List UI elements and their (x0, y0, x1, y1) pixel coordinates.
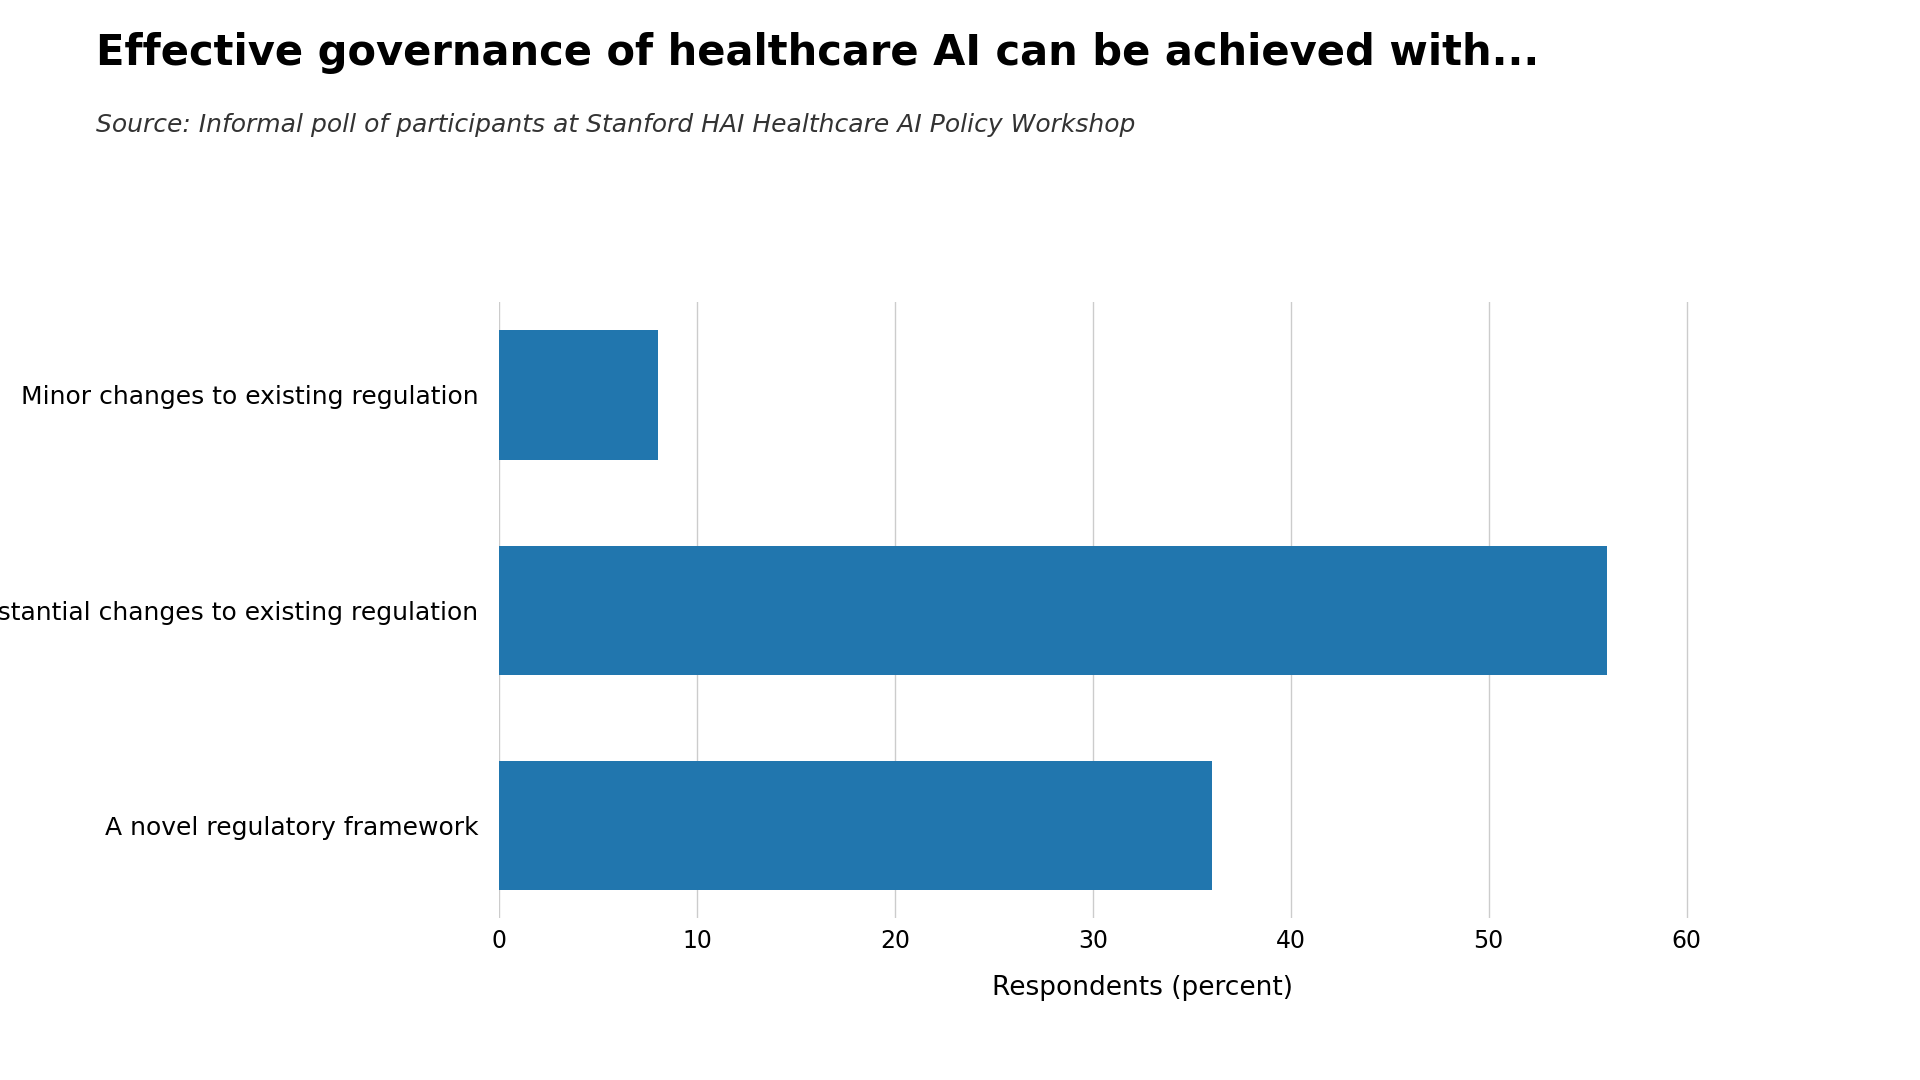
Bar (499, 330, 657, 459)
Bar (499, 545, 1607, 675)
X-axis label: Respondents (percent): Respondents (percent) (993, 975, 1292, 1001)
Text: Effective governance of healthcare AI can be achieved with...: Effective governance of healthcare AI ca… (96, 32, 1540, 75)
Bar (499, 761, 1212, 890)
Text: Source: Informal poll of participants at Stanford HAI Healthcare AI Policy Works: Source: Informal poll of participants at… (96, 113, 1135, 137)
